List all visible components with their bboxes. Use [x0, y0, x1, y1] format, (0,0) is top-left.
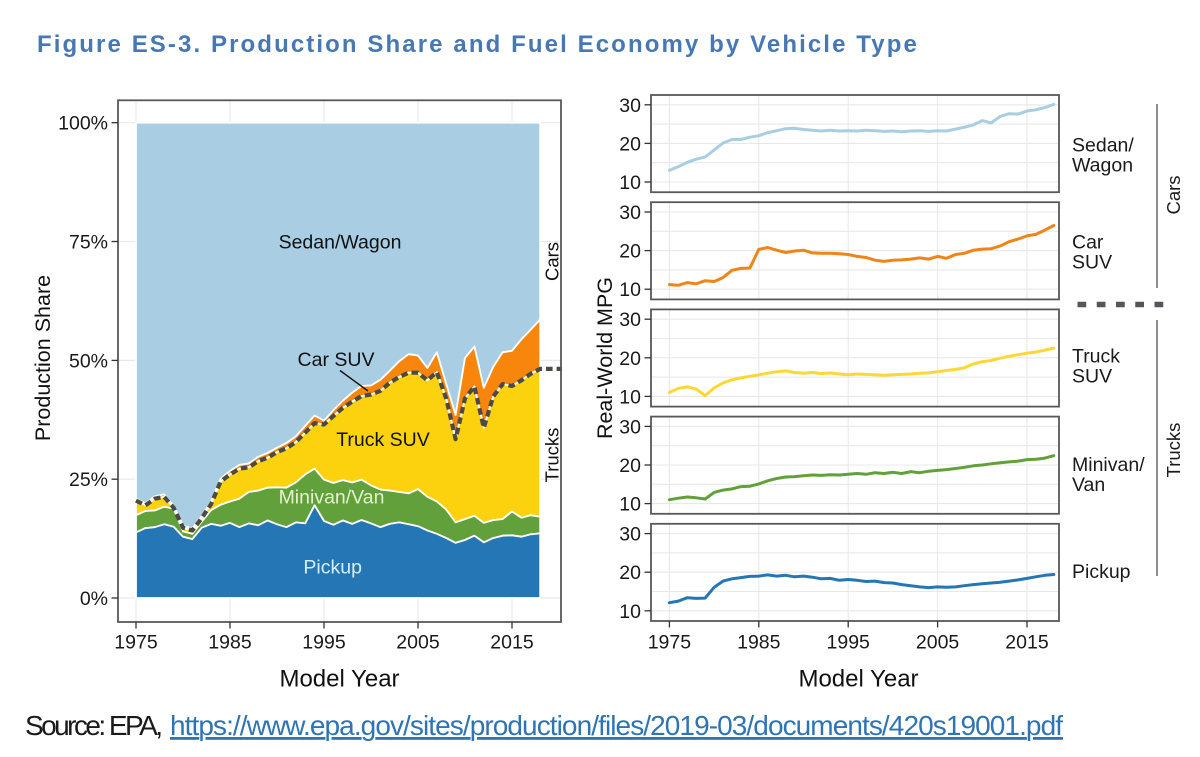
svg-text:Real-World MPG: Real-World MPG [593, 277, 617, 439]
svg-text:25%: 25% [69, 469, 108, 491]
svg-text:10: 10 [619, 279, 641, 301]
svg-text:Cars: Cars [1163, 175, 1184, 214]
svg-text:Model Year: Model Year [279, 666, 399, 693]
svg-text:10: 10 [619, 172, 641, 194]
svg-text:1985: 1985 [208, 632, 252, 654]
svg-text:30: 30 [619, 309, 641, 331]
svg-text:Source: EPA,: Source: EPA, [25, 710, 163, 741]
svg-text:20: 20 [619, 133, 641, 155]
svg-text:2005: 2005 [916, 632, 960, 654]
svg-text:Model Year: Model Year [798, 666, 918, 693]
svg-text:Car: Car [1072, 232, 1104, 254]
svg-text:Pickup: Pickup [303, 556, 362, 578]
svg-text:10: 10 [619, 494, 641, 516]
svg-text:100%: 100% [58, 113, 108, 135]
svg-text:1995: 1995 [302, 632, 346, 654]
svg-text:30: 30 [619, 416, 641, 438]
svg-text:Minivan/: Minivan/ [1072, 454, 1145, 476]
svg-text:1995: 1995 [827, 632, 871, 654]
svg-text:Car SUV: Car SUV [298, 349, 375, 371]
svg-text:2005: 2005 [396, 632, 440, 654]
svg-text:Pickup: Pickup [1072, 561, 1131, 583]
svg-text:Trucks: Trucks [1163, 423, 1184, 478]
svg-text:10: 10 [619, 601, 641, 623]
svg-text:Production Share: Production Share [31, 275, 55, 441]
svg-text:1975: 1975 [648, 632, 692, 654]
svg-text:Wagon: Wagon [1072, 154, 1133, 176]
svg-text:50%: 50% [69, 350, 108, 372]
svg-text:https://www.epa.gov/sites/prod: https://www.epa.gov/sites/production/fil… [170, 710, 1063, 741]
svg-text:1975: 1975 [114, 632, 158, 654]
svg-text:Figure ES-3. Production Share: Figure ES-3. Production Share and Fuel E… [37, 31, 919, 58]
svg-text:20: 20 [619, 562, 641, 584]
svg-text:SUV: SUV [1072, 252, 1112, 274]
svg-text:Van: Van [1072, 474, 1105, 496]
svg-text:SUV: SUV [1072, 365, 1112, 387]
svg-text:20: 20 [619, 241, 641, 263]
svg-text:Sedan/: Sedan/ [1072, 134, 1134, 156]
svg-text:Cars: Cars [542, 242, 563, 281]
svg-text:20: 20 [619, 348, 641, 370]
svg-text:Truck SUV: Truck SUV [336, 429, 430, 451]
svg-text:2015: 2015 [490, 632, 534, 654]
svg-text:30: 30 [619, 524, 641, 546]
svg-text:10: 10 [619, 386, 641, 408]
svg-text:30: 30 [619, 202, 641, 224]
svg-text:Sedan/Wagon: Sedan/Wagon [279, 232, 402, 254]
svg-text:Trucks: Trucks [542, 428, 563, 483]
svg-text:Truck: Truck [1072, 345, 1120, 367]
svg-text:2015: 2015 [1005, 632, 1049, 654]
svg-text:20: 20 [619, 455, 641, 477]
svg-text:75%: 75% [69, 232, 108, 254]
svg-text:Minivan/Van: Minivan/Van [279, 487, 385, 509]
svg-text:1985: 1985 [737, 632, 781, 654]
svg-text:30: 30 [619, 95, 641, 117]
svg-text:0%: 0% [80, 588, 108, 610]
